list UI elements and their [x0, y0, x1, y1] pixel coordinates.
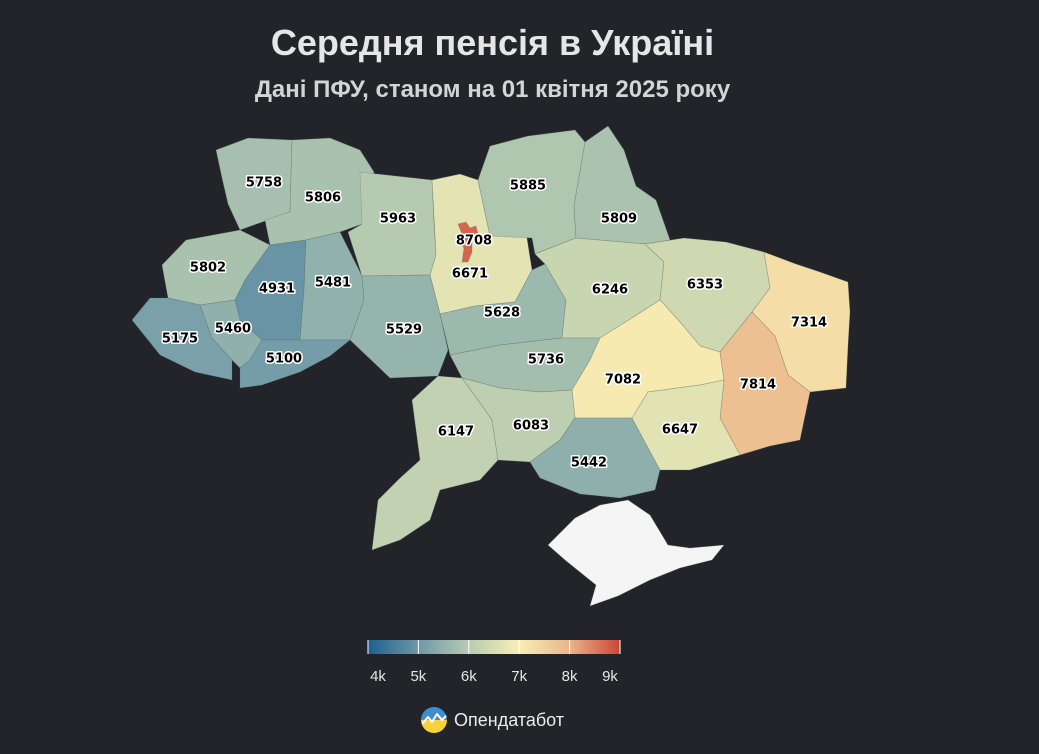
value-label-donetska: 7814 — [740, 378, 776, 393]
legend-tick-label-5k: 5k — [410, 668, 426, 685]
region-odeska[interactable] — [371, 375, 499, 551]
value-label-sumska: 5809 — [601, 212, 637, 227]
value-label-kirovohradska: 5736 — [528, 353, 564, 368]
value-label-lvivska: 5802 — [190, 261, 226, 276]
region-sumska[interactable] — [573, 125, 671, 245]
value-label-chernihivska: 5885 — [510, 179, 546, 194]
color-scale-bar — [368, 640, 620, 654]
brand: Опендатабот — [420, 706, 564, 734]
value-label-ternopilska: 4931 — [259, 282, 295, 297]
value-label-zhytomyrska: 5963 — [380, 212, 416, 227]
legend-tick-label-4k: 4k — [370, 668, 386, 685]
value-label-chernivetska: 5100 — [266, 352, 302, 367]
value-label-odeska: 6147 — [438, 425, 474, 440]
value-label-vinnytska: 5529 — [386, 323, 422, 338]
value-label-ivano-frankivska: 5460 — [215, 322, 251, 337]
region-zaporizka[interactable] — [631, 379, 741, 471]
value-label-dnipropetrovska: 7082 — [605, 373, 641, 388]
brand-name: Опендатабот — [454, 709, 565, 730]
map-title: Середня пенсія в Україні — [270, 22, 715, 63]
region-crimea[interactable] — [547, 499, 725, 607]
value-label-zakarpatska: 5175 — [162, 332, 198, 347]
value-label-poltavska: 6246 — [592, 283, 628, 298]
value-label-zaporizka: 6647 — [662, 423, 698, 438]
value-label-mykolaivska: 6083 — [513, 419, 549, 434]
value-label-luhanska: 7314 — [791, 316, 827, 331]
region-kyiv-city[interactable] — [457, 221, 479, 263]
map-subtitle: Дані ПФУ, станом на 01 квітня 2025 року — [254, 76, 731, 103]
legend-tick-label-6k: 6k — [461, 668, 477, 685]
color-scale-legend: 4k 5k 6k 7k 8k 9k — [367, 640, 621, 685]
value-label-khersonska: 5442 — [571, 456, 607, 471]
value-label-kyivska: 6671 — [452, 267, 488, 282]
opendatabot-logo-icon — [421, 707, 447, 733]
value-label-rivnenska: 5806 — [305, 191, 341, 206]
legend-tick-label-8k: 8k — [562, 668, 578, 685]
value-label-volynska: 5758 — [246, 176, 282, 191]
region-chernivetska[interactable] — [239, 339, 351, 389]
value-label-khmelnytska: 5481 — [315, 276, 351, 291]
legend-tick-label-7k: 7k — [511, 668, 527, 685]
value-label-kyiv-city: 8708 — [456, 234, 492, 249]
legend-tick-label-9k: 9k — [602, 668, 618, 685]
value-label-kharkivska: 6353 — [687, 278, 723, 293]
value-label-cherkaska: 5628 — [484, 306, 520, 321]
